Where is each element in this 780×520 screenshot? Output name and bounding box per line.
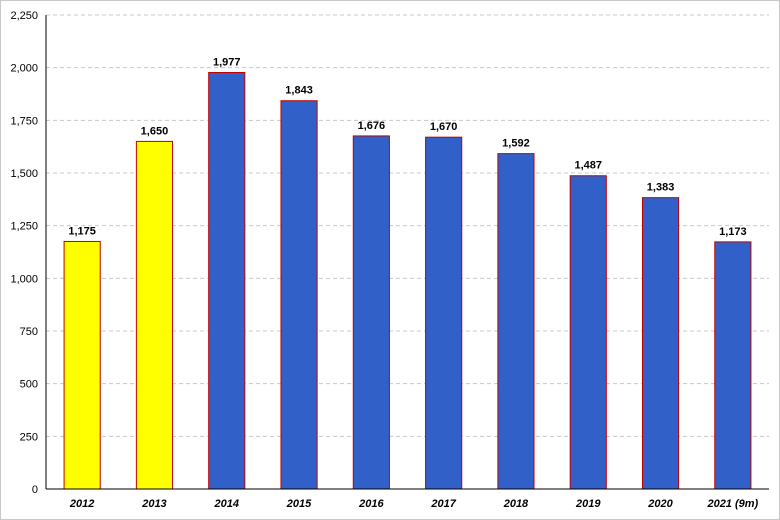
axes bbox=[45, 15, 769, 490]
bar-2020 bbox=[641, 197, 680, 490]
x-tick-label: 2018 bbox=[503, 498, 529, 510]
y-tick-label: 250 bbox=[20, 431, 38, 443]
bar-2019 bbox=[569, 175, 607, 490]
data-label: 1,173 bbox=[719, 226, 747, 238]
x-tick-label: 2020 bbox=[647, 498, 673, 510]
data-label: 1,843 bbox=[285, 85, 313, 97]
labels: 0 250 500 750 1,000 1,250 1,500 1,750 2,000 2,250… bbox=[10, 10, 758, 510]
data-label: 1,676 bbox=[358, 120, 386, 132]
x-tick-label: 2017 bbox=[430, 498, 456, 510]
data-label: 1,650 bbox=[141, 125, 169, 137]
y-tick-label: 500 bbox=[20, 379, 38, 391]
y-tick-label: 2,250 bbox=[10, 10, 38, 22]
y-tick-label: 1,500 bbox=[10, 168, 38, 180]
x-tick-label: 2016 bbox=[358, 498, 384, 510]
y-tick-label: 1,000 bbox=[10, 273, 38, 285]
x-tick-label: 2014 bbox=[214, 498, 239, 510]
y-tick-label: 1,250 bbox=[10, 221, 38, 233]
bar-2016 bbox=[352, 135, 390, 490]
bars bbox=[63, 72, 752, 490]
data-label: 1,670 bbox=[430, 121, 458, 133]
y-tick-label: 0 bbox=[32, 484, 38, 496]
bar-2014 bbox=[208, 72, 246, 490]
x-tick-label: 2021 (9m) bbox=[706, 498, 758, 510]
bar-2015 bbox=[280, 100, 318, 490]
data-label: 1,487 bbox=[574, 160, 602, 172]
x-tick-label: 2015 bbox=[286, 498, 312, 510]
x-tick-label: 2012 bbox=[69, 498, 94, 510]
bar-2021-9m bbox=[714, 241, 752, 490]
y-tick-label: 2,000 bbox=[10, 63, 38, 75]
data-label: 1,175 bbox=[68, 225, 96, 237]
y-tick-label: 750 bbox=[20, 326, 38, 338]
data-label: 1,977 bbox=[213, 57, 241, 69]
bar-2017 bbox=[425, 136, 463, 490]
bar-2018 bbox=[497, 153, 535, 490]
y-tick-label: 1,750 bbox=[10, 115, 38, 127]
data-label: 1,592 bbox=[502, 138, 530, 150]
bar-2012 bbox=[63, 240, 101, 490]
bar-2013 bbox=[135, 140, 174, 490]
x-tick-label: 2019 bbox=[575, 498, 601, 510]
data-label: 1,383 bbox=[647, 182, 675, 194]
x-tick-label: 2013 bbox=[141, 498, 166, 510]
